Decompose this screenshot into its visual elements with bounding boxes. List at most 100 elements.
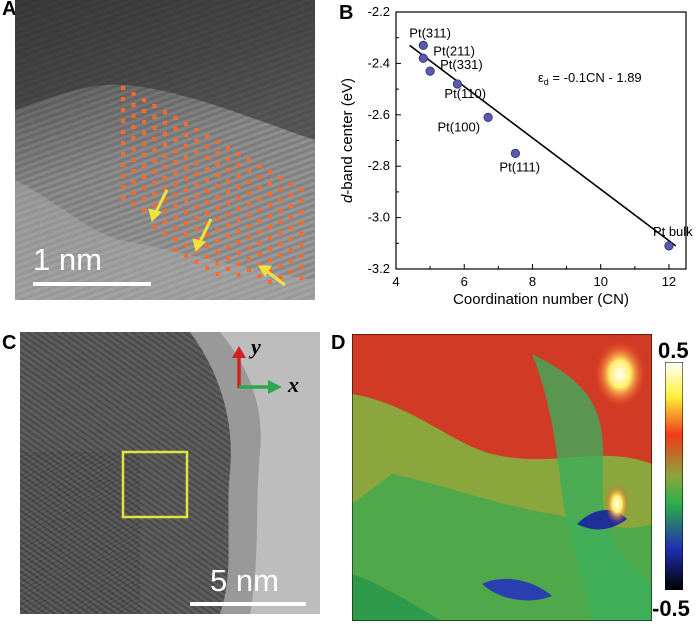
panel-label-d: D	[331, 332, 346, 354]
atom-marker	[226, 267, 230, 271]
x-tick-label: 6	[461, 274, 468, 289]
atom-marker	[152, 192, 157, 196]
atom-marker	[142, 186, 146, 190]
atom-marker	[131, 114, 136, 118]
atom-marker	[299, 265, 304, 269]
atom-marker	[142, 142, 146, 146]
atom-marker	[131, 169, 136, 173]
atom-marker	[173, 138, 178, 142]
tem-image-a	[15, 0, 315, 300]
fit-line	[409, 44, 677, 247]
atom-marker	[299, 232, 304, 236]
atom-marker	[289, 193, 293, 197]
atom-marker	[205, 233, 209, 237]
data-point	[664, 241, 674, 251]
atom-marker	[236, 218, 241, 222]
y-tick-label: -2.4	[368, 55, 390, 70]
atom-marker	[215, 184, 220, 188]
atom-marker	[236, 273, 241, 277]
atom-marker	[226, 201, 230, 205]
atom-marker	[121, 152, 125, 156]
atom-marker	[163, 231, 167, 235]
point-label: Pt(111)	[499, 159, 540, 174]
fit-equation: εd = -0.1CN - 1.89	[538, 70, 642, 87]
atom-marker	[173, 182, 178, 186]
panel-d-map	[352, 334, 652, 621]
atom-marker	[121, 185, 125, 189]
axis-indicator	[232, 346, 282, 394]
atom-marker	[121, 97, 125, 101]
atom-marker	[152, 159, 157, 163]
atom-marker	[184, 122, 188, 126]
data-point	[452, 79, 463, 89]
panel-a-tem-image: 1 nm	[15, 0, 315, 300]
atom-marker	[121, 86, 125, 90]
atom-marker	[131, 191, 136, 195]
atom-marker	[247, 180, 251, 184]
atom-marker	[257, 274, 262, 278]
atom-marker	[215, 195, 220, 199]
atom-marker	[194, 172, 199, 176]
colorbar	[665, 362, 683, 590]
atom-marker	[268, 170, 272, 174]
arrow-markers	[148, 189, 286, 287]
atom-marker	[121, 108, 125, 112]
atom-marker	[152, 104, 157, 108]
atom-marker	[257, 252, 262, 256]
atom-marker	[194, 161, 199, 165]
atom-marker	[152, 181, 157, 185]
atom-marker	[215, 250, 220, 254]
atom-marker	[194, 183, 199, 187]
atom-marker	[131, 136, 136, 140]
atom-marker	[163, 220, 167, 224]
atom-marker	[236, 251, 241, 255]
atom-marker	[226, 256, 230, 260]
panel-c-tem-image: y x 5 nm	[20, 332, 320, 614]
data-point	[483, 112, 493, 122]
atom-marker	[205, 134, 209, 138]
atom-marker	[205, 178, 209, 182]
atom-marker	[163, 121, 167, 125]
point-label: Pt(311)	[409, 25, 451, 40]
atom-marker	[163, 176, 167, 180]
atom-marker	[257, 230, 262, 234]
atom-marker	[163, 154, 167, 158]
atom-marker	[184, 221, 188, 225]
atom-marker	[236, 229, 241, 233]
atom-marker	[268, 203, 272, 207]
dband-scatter-chart: 4 6 8 10 12 -2.2 -2.4 -2.6 -2.8 -3.0 -3.2 Pt(311) Pt…	[339, 4, 693, 308]
atom-marker	[226, 157, 230, 161]
atom-marker	[257, 197, 262, 201]
atom-marker	[268, 214, 272, 218]
atom-marker	[215, 162, 220, 166]
atom-marker	[268, 192, 272, 196]
atom-marker	[299, 188, 304, 192]
data-point	[425, 66, 435, 76]
atom-marker	[194, 260, 199, 264]
atom-marker	[226, 179, 230, 183]
axis-label-x: x	[288, 372, 299, 397]
atom-marker	[236, 207, 241, 211]
atom-marker	[131, 158, 136, 162]
atom-marker	[194, 194, 199, 198]
atom-marker	[163, 198, 167, 202]
colorbar-min-label: -0.5	[652, 596, 690, 621]
atom-marker	[215, 217, 220, 221]
y-tick-label: -2.2	[368, 4, 390, 19]
atom-marker	[289, 259, 293, 263]
atom-marker	[152, 115, 157, 119]
atom-marker	[205, 200, 209, 204]
atom-marker	[215, 272, 220, 276]
y-tick-label: -3.0	[368, 210, 390, 225]
atom-marker	[278, 198, 283, 202]
point-label: Pt bulk	[653, 224, 693, 239]
atom-marker	[278, 275, 283, 279]
atom-marker	[268, 247, 272, 251]
atom-marker	[278, 209, 283, 213]
atom-marker	[289, 237, 293, 241]
tem-image-c	[20, 332, 320, 614]
atom-marker	[173, 204, 178, 208]
atom-marker	[289, 270, 293, 274]
atom-marker	[215, 261, 220, 265]
axis-label-y: y	[251, 334, 261, 359]
